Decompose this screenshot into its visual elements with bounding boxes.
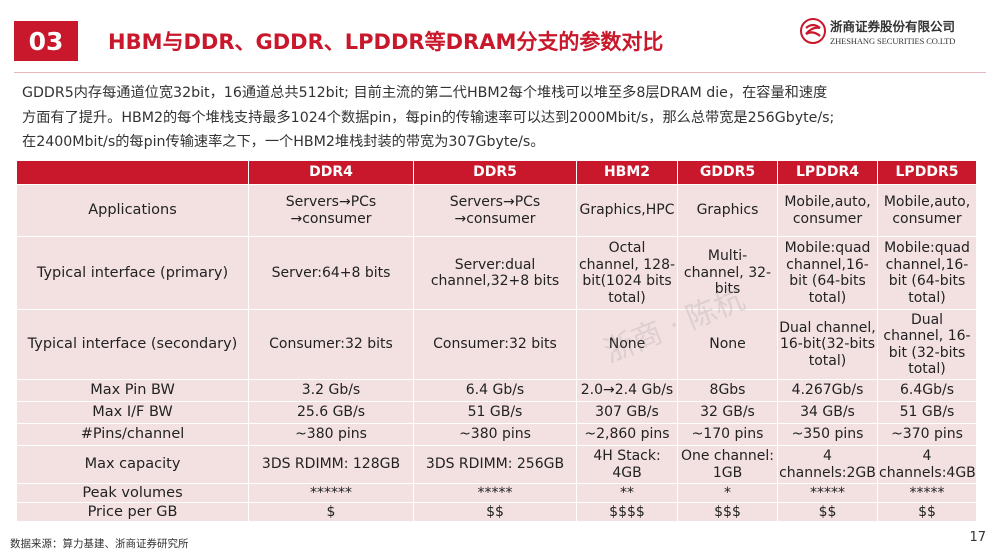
slide-header: 03 HBM与DDR、GDDR、LPDDR等DRAM分支的参数对比 浙商证券股份…	[0, 0, 1000, 80]
intro-line: 在2400Mbit/s的每pin传输速率之下，一个HBM2堆栈封装的带宽为307…	[22, 134, 545, 150]
table-row: #Pins/channel ~380 pins ~380 pins ~2,860…	[16, 423, 977, 446]
company-logo: 浙商证券股份有限公司 ZHESHANG SECURITIES CO.LTD	[800, 14, 990, 58]
intro-line: 方面有了提升。HBM2的每个堆栈支持最多1024个数据pin，每pin的传输速率…	[22, 109, 835, 126]
table-cell: Server:64+8 bits	[248, 236, 414, 310]
section-number-badge: 03	[14, 21, 78, 61]
table-cell: Servers→PCs →consumer	[413, 184, 577, 237]
table-cell: 307 GB/s	[576, 401, 678, 424]
row-label: Max Pin BW	[16, 379, 249, 402]
table-cell: Octal channel, 128-bit(1024 bits total)	[576, 236, 678, 310]
table-cell: ~2,860 pins	[576, 423, 678, 446]
table-row: Peak volumes ****** ***** ** * ***** ***…	[16, 483, 977, 503]
table-cell: 34 GB/s	[777, 401, 878, 424]
table-cell: 4 channels:2GB	[777, 445, 878, 484]
table-cell: Mobile:quad channel,16-bit (64-bits tota…	[777, 236, 878, 310]
table-row: Typical interface (primary) Server:64+8 …	[16, 236, 977, 310]
table-cell: $	[248, 502, 414, 522]
table-cell: Consumer:32 bits	[248, 309, 414, 380]
table-cell: 25.6 GB/s	[248, 401, 414, 424]
column-header: DDR4	[248, 160, 414, 185]
table-cell: Dual channel, 16-bit(32-bits total)	[777, 309, 878, 380]
table-cell: Mobile,auto, consumer	[877, 184, 977, 237]
column-header: DDR5	[413, 160, 577, 185]
table-cell: 4H Stack: 4GB	[576, 445, 678, 484]
column-header	[16, 160, 249, 185]
table-cell: 3.2 Gb/s	[248, 379, 414, 402]
table-cell: 32 GB/s	[677, 401, 778, 424]
row-label: Peak volumes	[16, 483, 249, 503]
table-cell: 3DS RDIMM: 128GB	[248, 445, 414, 484]
table-cell: 8Gbs	[677, 379, 778, 402]
table-cell: $$	[413, 502, 577, 522]
table-cell: ~380 pins	[413, 423, 577, 446]
table-cell: 6.4 Gb/s	[413, 379, 577, 402]
table-row: Applications Servers→PCs →consumer Serve…	[16, 184, 977, 237]
logo-chinese-name: 浙商证券股份有限公司	[830, 19, 956, 34]
table-cell: ~370 pins	[877, 423, 977, 446]
row-label: Applications	[16, 184, 249, 237]
intro-line: GDDR5内存每通道位宽32bit，16通道总共512bit; 目前主流的第二代…	[22, 85, 828, 101]
row-label: Max capacity	[16, 445, 249, 484]
table-cell: 4 channels:4GB	[877, 445, 977, 484]
table-row: Price per GB $ $$ $$$$ $$$ $$ $$	[16, 502, 977, 522]
table-cell: ~350 pins	[777, 423, 878, 446]
table-cell: $$$	[677, 502, 778, 522]
row-label: Price per GB	[16, 502, 249, 522]
table-cell: 51 GB/s	[413, 401, 577, 424]
table-cell: Dual channel, 16-bit (32-bits total)	[877, 309, 977, 380]
table-cell: **	[576, 483, 678, 503]
table-cell: ******	[248, 483, 414, 503]
table-cell: None	[677, 309, 778, 380]
table-cell: 2.0→2.4 Gb/s	[576, 379, 678, 402]
table-cell: Graphics	[677, 184, 778, 237]
header-divider	[14, 72, 986, 73]
table-row: Max Pin BW 3.2 Gb/s 6.4 Gb/s 2.0→2.4 Gb/…	[16, 379, 977, 402]
table-header-row: DDR4 DDR5 HBM2 GDDR5 LPDDR4 LPDDR5	[16, 160, 977, 185]
table-cell: *****	[413, 483, 577, 503]
table-cell: $$	[777, 502, 878, 522]
table-cell: *	[677, 483, 778, 503]
data-source-note: 数据来源：算力基建、浙商证券研究所	[10, 538, 189, 550]
table-cell: Server:dual channel,32+8 bits	[413, 236, 577, 310]
column-header: GDDR5	[677, 160, 778, 185]
table-cell: Mobile:quad channel,16-bit (64-bits tota…	[877, 236, 977, 310]
table-cell: Consumer:32 bits	[413, 309, 577, 380]
row-label: Max I/F BW	[16, 401, 249, 424]
table-cell: 3DS RDIMM: 256GB	[413, 445, 577, 484]
table-cell: Graphics,HPC	[576, 184, 678, 237]
row-label: #Pins/channel	[16, 423, 249, 446]
table-cell: 51 GB/s	[877, 401, 977, 424]
table-cell: 4.267Gb/s	[777, 379, 878, 402]
row-label: Typical interface (secondary)	[16, 309, 249, 380]
table-cell: None	[576, 309, 678, 380]
table-cell: Servers→PCs →consumer	[248, 184, 414, 237]
slide-title: HBM与DDR、GDDR、LPDDR等DRAM分支的参数对比	[108, 30, 664, 54]
table-cell: One channel: 1GB	[677, 445, 778, 484]
table-row: Typical interface (secondary) Consumer:3…	[16, 309, 977, 380]
table-cell: *****	[877, 483, 977, 503]
table-cell: ~380 pins	[248, 423, 414, 446]
table-cell: ~170 pins	[677, 423, 778, 446]
dram-comparison-table: DDR4 DDR5 HBM2 GDDR5 LPDDR4 LPDDR5 Appli…	[16, 160, 977, 522]
table-row: Max capacity 3DS RDIMM: 128GB 3DS RDIMM:…	[16, 445, 977, 484]
column-header: LPDDR5	[877, 160, 977, 185]
intro-paragraph: GDDR5内存每通道位宽32bit，16通道总共512bit; 目前主流的第二代…	[22, 81, 986, 155]
column-header: LPDDR4	[777, 160, 878, 185]
row-label: Typical interface (primary)	[16, 236, 249, 310]
table-cell: $$	[877, 502, 977, 522]
logo-english-name: ZHESHANG SECURITIES CO.LTD	[830, 36, 956, 46]
column-header: HBM2	[576, 160, 678, 185]
page-number: 17	[969, 530, 986, 545]
logo-mark-icon	[800, 18, 826, 44]
table-row: Max I/F BW 25.6 GB/s 51 GB/s 307 GB/s 32…	[16, 401, 977, 424]
table-cell: $$$$	[576, 502, 678, 522]
table-cell: *****	[777, 483, 878, 503]
table-cell: 6.4Gb/s	[877, 379, 977, 402]
table-cell: Multi-channel, 32-bits	[677, 236, 778, 310]
table-cell: Mobile,auto, consumer	[777, 184, 878, 237]
